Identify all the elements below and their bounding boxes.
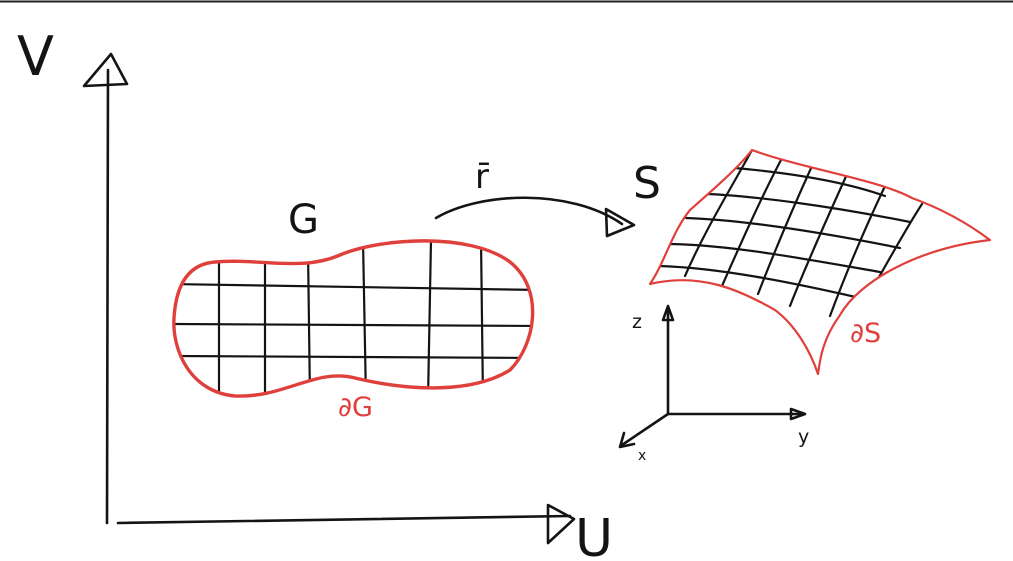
surface-grid-line bbox=[720, 156, 784, 288]
z-axis-label: z bbox=[632, 311, 642, 333]
domain-grid-line bbox=[361, 240, 368, 397]
domain-grid-line bbox=[479, 240, 485, 397]
x-axis-label: x bbox=[638, 448, 646, 464]
v-axis-label: V bbox=[17, 25, 54, 88]
domain-grid-line bbox=[173, 282, 533, 292]
z-axis-arrowhead bbox=[661, 304, 675, 322]
v-axis-line bbox=[105, 68, 110, 525]
surface-label: S bbox=[633, 158, 661, 209]
mapping-label: r̄ bbox=[475, 157, 489, 197]
u-axis-arrowhead bbox=[546, 503, 576, 545]
domain-label: G bbox=[288, 197, 319, 243]
u-axis-label: U bbox=[575, 509, 613, 561]
surface-grid-line bbox=[668, 242, 882, 274]
domain-grid-line bbox=[306, 248, 312, 397]
uv-axes bbox=[82, 52, 576, 545]
domain-grid-line bbox=[173, 322, 533, 328]
mapping-arrow-curve bbox=[434, 196, 624, 226]
surface-grid-line bbox=[788, 170, 850, 308]
surface-grid bbox=[658, 150, 924, 318]
surface-grid-line bbox=[866, 202, 924, 298]
domain-boundary-label: ∂G bbox=[338, 392, 373, 423]
mapping-arrowhead bbox=[604, 207, 636, 238]
surface-boundary-label: ∂S bbox=[850, 318, 881, 349]
mapping-arrow bbox=[434, 196, 636, 238]
v-axis-arrowhead bbox=[82, 52, 129, 88]
surface-grid-line bbox=[658, 264, 862, 300]
y-axis-label: y bbox=[798, 426, 809, 448]
domain-g bbox=[172, 239, 535, 398]
domain-boundary-curve bbox=[172, 239, 535, 398]
surface-grid-line bbox=[828, 184, 887, 318]
x-axis-line bbox=[620, 412, 670, 447]
surface-boundary-curve bbox=[648, 148, 992, 376]
surface-grid-line bbox=[733, 166, 887, 198]
u-axis-line bbox=[116, 514, 572, 525]
y-axis-arrowhead bbox=[789, 407, 807, 421]
surface-grid-line bbox=[683, 150, 754, 278]
domain-grid-line bbox=[426, 240, 433, 397]
x-axis-arrowhead bbox=[618, 431, 636, 449]
xyz-axes bbox=[618, 304, 807, 449]
surface-grid-line bbox=[756, 164, 814, 296]
domain-grid-line bbox=[173, 354, 533, 360]
domain-grid bbox=[173, 240, 533, 397]
surface-s bbox=[648, 148, 992, 376]
